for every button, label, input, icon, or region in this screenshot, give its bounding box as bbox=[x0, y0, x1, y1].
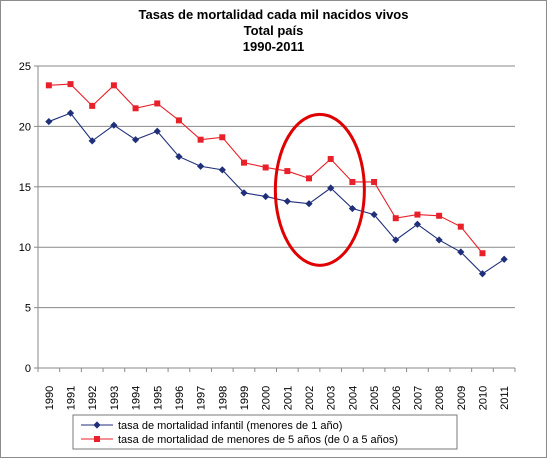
series-1-point bbox=[197, 162, 205, 170]
series-1-point bbox=[327, 184, 335, 192]
x-tick-label: 2008 bbox=[434, 386, 446, 410]
series-1-point bbox=[305, 200, 313, 208]
x-tick-label: 1992 bbox=[87, 386, 99, 410]
series-2-point bbox=[197, 136, 204, 143]
series-2-point bbox=[349, 178, 356, 185]
series-2-point bbox=[132, 105, 139, 112]
series-1-point bbox=[131, 136, 140, 144]
x-tick-label: 2000 bbox=[261, 386, 273, 410]
series-2-point bbox=[45, 82, 52, 89]
series-2-point bbox=[110, 82, 117, 89]
y-tick-label: 20 bbox=[19, 121, 31, 133]
series-2-point bbox=[154, 100, 161, 107]
series-1-point bbox=[435, 236, 443, 244]
series-1-point bbox=[66, 109, 75, 117]
x-tick-label: 2010 bbox=[477, 386, 489, 410]
series-2-point bbox=[262, 164, 269, 171]
series-1-point bbox=[88, 137, 96, 145]
x-tick-label: 1998 bbox=[217, 386, 229, 410]
y-tick-label: 10 bbox=[19, 242, 31, 254]
x-tick-label: 1990 bbox=[44, 386, 56, 410]
axes bbox=[37, 66, 515, 369]
series-1-point bbox=[110, 121, 118, 129]
x-tick-label: 1994 bbox=[131, 386, 143, 410]
series-2-point bbox=[392, 215, 399, 222]
chart-subtitle-years: 1990-2011 bbox=[242, 39, 305, 54]
series-1-point bbox=[500, 255, 508, 263]
x-tick-label: 1997 bbox=[196, 386, 208, 410]
series-2-point bbox=[284, 168, 291, 175]
legend-box bbox=[72, 414, 458, 450]
series-1-point bbox=[392, 236, 400, 244]
series-2-point bbox=[479, 250, 486, 257]
y-tick-label: 0 bbox=[25, 363, 31, 375]
x-tick-labels: 1990 1991 1992 1993 1994 1995 1996 1997 1998 1999… bbox=[37, 368, 516, 410]
x-tick-label: 1993 bbox=[109, 386, 121, 410]
x-tick-label: 1991 bbox=[66, 386, 78, 410]
series-1-point bbox=[262, 192, 270, 201]
x-tick-label: 2003 bbox=[326, 386, 338, 410]
legend: tasa de mortalidad infantil (menores de … bbox=[72, 414, 458, 450]
chart-title: Tasas de mortalidad cada mil nacidos viv… bbox=[138, 7, 409, 22]
series-1-point bbox=[457, 248, 465, 256]
x-tick-label: 2007 bbox=[412, 386, 424, 410]
x-tick-label: 1995 bbox=[152, 386, 164, 410]
series-2-point bbox=[240, 159, 247, 166]
series-2-point bbox=[414, 211, 421, 218]
series-1-point bbox=[153, 127, 161, 135]
y-tick-labels: 0 5 10 15 20 25 bbox=[19, 61, 31, 375]
x-tick-label: 2002 bbox=[304, 386, 316, 410]
chart-subtitle: Total país bbox=[243, 23, 304, 38]
series-2-point bbox=[306, 175, 313, 182]
series-2-point bbox=[175, 117, 182, 124]
x-tick-label: 2005 bbox=[369, 386, 381, 410]
highlight-ellipse bbox=[273, 112, 366, 267]
series-1-point bbox=[413, 220, 422, 228]
series-1-point bbox=[283, 197, 291, 205]
y-tick-label: 15 bbox=[19, 182, 31, 194]
x-tick-label: 2004 bbox=[347, 386, 359, 410]
series-1-point bbox=[348, 204, 356, 213]
annotation bbox=[273, 112, 366, 267]
series-1-point bbox=[45, 117, 53, 126]
gridlines bbox=[34, 65, 515, 369]
legend-label-2: tasa de mortalidad de menores de 5 años … bbox=[118, 434, 398, 446]
x-tick-label: 1996 bbox=[174, 386, 186, 410]
series-2-point bbox=[219, 134, 226, 141]
series-2-point bbox=[327, 156, 334, 163]
series-2-point bbox=[371, 178, 378, 185]
series-1-point bbox=[370, 210, 378, 219]
y-tick-label: 5 bbox=[25, 303, 31, 315]
series-2 bbox=[45, 81, 486, 257]
series-1-point bbox=[175, 153, 183, 161]
series-1-point bbox=[218, 166, 226, 174]
x-tick-label: 2009 bbox=[456, 386, 468, 410]
legend-marker-1 bbox=[93, 421, 101, 429]
legend-marker-2 bbox=[94, 436, 100, 442]
x-tick-label: 1999 bbox=[239, 386, 251, 410]
series-2-point bbox=[89, 102, 96, 109]
series-2-point bbox=[457, 223, 464, 230]
series-1-point bbox=[240, 189, 248, 197]
legend-label-1: tasa de mortalidad infantil (menores de … bbox=[118, 420, 342, 432]
y-tick-label: 25 bbox=[19, 61, 31, 73]
series-2-point bbox=[67, 81, 74, 88]
x-tick-label: 2001 bbox=[282, 386, 294, 410]
series-1-point bbox=[478, 270, 487, 278]
series-2-point bbox=[436, 212, 443, 219]
x-tick-label: 2011 bbox=[499, 386, 511, 410]
x-tick-label: 2006 bbox=[391, 386, 403, 410]
